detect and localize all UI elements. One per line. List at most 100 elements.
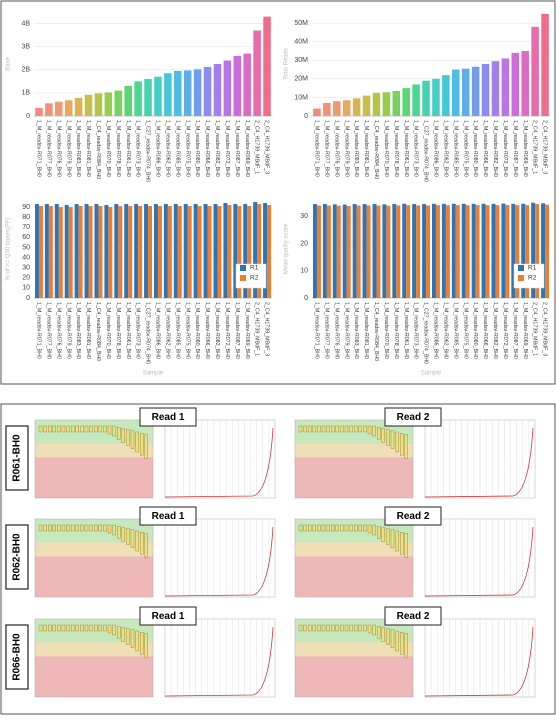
x-tick-label: 1_M_readsv-R082_BH0 [214,120,220,177]
quality-box [358,624,362,632]
bar [412,204,417,298]
quality-box [112,624,116,636]
read-label-box [384,407,442,427]
sample-label-box [5,624,29,690]
bar [342,100,351,116]
quality-box [52,524,56,532]
quality-box [344,425,349,433]
quality-box [130,629,135,648]
curve-line [424,427,534,498]
quality-frame [34,618,154,698]
bar [154,76,162,116]
bar [515,205,520,298]
x-tick-label: 1_M_readsv-R086_BH0 [433,302,439,359]
sample-label: R061-BH0 [12,434,23,482]
quality-frame [294,419,414,499]
quality-box [367,425,372,435]
x-tick-label: 1_M_readsv-R075_BH0 [184,302,190,359]
bar [312,204,317,298]
bar [74,204,79,298]
x-tick-label: 1_M_readsv-R087_BH0 [512,120,518,177]
quality-box [326,425,330,433]
x-tick-label: 1_M_readsv-R079_BH0 [343,302,349,359]
quality-box [107,524,112,534]
y-tick-label: 10 [22,285,30,292]
quality-box [48,624,52,632]
bar [64,100,73,116]
quality-box [94,425,98,433]
quality-box [372,524,376,536]
bottom-panel-border [0,403,556,715]
quality-box [61,624,66,632]
x-tick-label: 1_M_readsv-R081_BH0 [363,302,369,359]
x-tick-label: 1_M_readsv-R061_BH0 [125,120,131,177]
x-tick-label: 1_M_readsv-R075_BH0 [184,120,190,177]
x-tick-label: 1_M_readsv-R071_BH0 [36,302,42,359]
x-tick-label: 1_M_readsv-R079_BH0 [65,120,71,177]
quality-box [43,425,47,433]
quality-yellow [35,542,153,557]
legend-label: R2 [250,275,259,282]
quality-box [71,624,75,632]
bar [84,204,89,298]
bar [372,92,381,116]
quality-box [89,425,93,433]
bar [452,69,460,116]
bar [366,205,371,298]
quality-box [340,624,344,632]
bar [326,205,331,298]
bar [243,53,251,116]
bar [435,205,440,298]
bar [167,206,172,298]
bar [233,204,238,298]
x-tick-label: 1_M_readsv-R070_BH0 [383,302,389,359]
x-tick-label: 1_M_readsv-R073_BH0 [135,120,141,177]
quality-box [57,524,61,532]
x-tick-label: 1_M_readsv-R085_BH0 [452,120,458,177]
y-tick-label: 3B [21,44,30,51]
bar [55,101,63,116]
y-tick-label: 30 [300,213,308,220]
quality-box [103,624,107,632]
bar [45,103,53,116]
bar [322,204,327,298]
quality-frame [294,618,414,698]
read-label: Read 2 [397,611,430,622]
x-tick-label: 1_M_readsv-R072_BH0 [502,120,508,177]
quality-box [404,633,408,658]
x-tick-label: 1_M_readsv-R070_BH0 [105,120,111,177]
bar [481,203,486,298]
bar [461,203,466,298]
quality-box [126,628,130,645]
quality-box [335,425,339,433]
x-tick-label: 1_M_readsv-R073_BH0 [413,120,419,177]
quality-box [107,425,112,435]
x-tick-label: 1_M_readsv-R080_BH0 [194,302,200,359]
y-tick-label: 70 [22,224,30,231]
read-label: Read 1 [152,412,185,423]
quality-box [117,626,121,639]
quality-frame [34,518,154,598]
quality-box [372,624,376,636]
bar [545,204,550,298]
quality-box [66,524,70,532]
x-tick-label: 1_M_readsv-R082_BH0 [214,302,220,359]
x-tick-label: 1_M_readsv-R078_BH0 [393,120,399,177]
bar [501,58,510,116]
bar [187,206,192,298]
bar [263,203,268,298]
bar [124,204,129,298]
quality-box [103,524,107,532]
quality-box [38,425,43,433]
bar [442,75,450,116]
x-tick-label: 1_M_readsv-R087_BH0 [234,302,240,359]
read-label: Read 1 [152,511,185,522]
bar [217,206,222,298]
x-tick-label: 2_C4_H1739_MBdF_3 [264,302,270,356]
x-tick-label: 1_M_readsv-R077_BH0 [323,120,329,177]
quality-box [344,524,349,532]
quality-box [400,433,404,456]
x-tick-label: 1_M_readsv-R077_BH0 [45,120,51,177]
quality-box [112,524,116,536]
bar [138,206,143,298]
